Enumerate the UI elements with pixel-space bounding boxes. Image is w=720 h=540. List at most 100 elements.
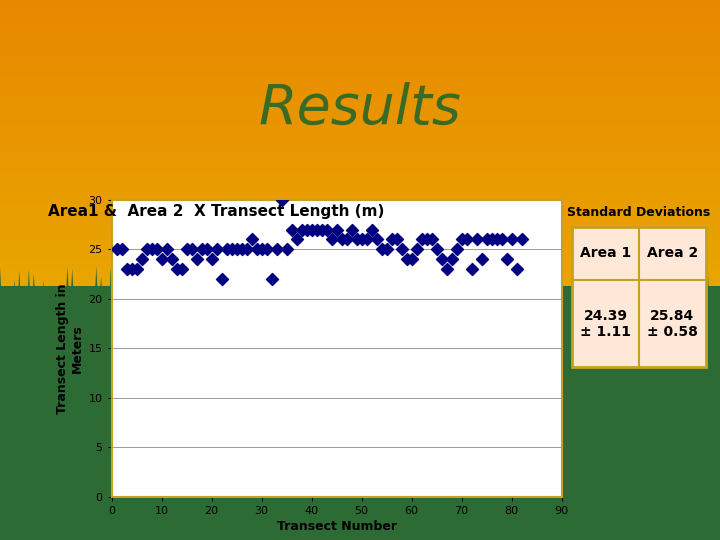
Point <box>386 235 397 244</box>
Point <box>491 235 503 244</box>
Bar <box>0 244 720 247</box>
Bar <box>0 298 720 301</box>
Text: Area 1: Area 1 <box>580 246 631 260</box>
Bar <box>0 116 720 119</box>
Bar <box>0 122 720 125</box>
Point <box>471 235 482 244</box>
Bar <box>0 269 720 273</box>
Point <box>451 245 462 254</box>
Point <box>466 265 477 273</box>
Point <box>420 235 432 244</box>
Bar <box>0 110 720 113</box>
Point <box>136 255 148 264</box>
Point <box>416 235 428 244</box>
Bar <box>0 25 720 28</box>
Point <box>211 245 222 254</box>
Bar <box>0 282 720 285</box>
Point <box>456 235 467 244</box>
Bar <box>0 47 720 50</box>
Bar <box>0 222 720 226</box>
Bar <box>0 310 720 313</box>
Bar <box>0 291 720 294</box>
Point <box>266 275 277 284</box>
Point <box>126 265 138 273</box>
Bar <box>0 275 720 279</box>
Bar <box>0 210 720 213</box>
Text: Area1 &  Area 2  X Transect Length (m): Area1 & Area 2 X Transect Length (m) <box>48 204 384 219</box>
Bar <box>0 94 720 97</box>
Bar <box>0 40 720 44</box>
Point <box>291 235 302 244</box>
Bar <box>0 247 720 251</box>
Point <box>181 245 192 254</box>
Bar <box>0 179 720 181</box>
Bar <box>0 35 720 38</box>
Bar <box>0 194 720 197</box>
Bar <box>0 28 720 31</box>
Point <box>496 235 508 244</box>
Bar <box>0 87 720 91</box>
Bar <box>0 285 720 288</box>
Point <box>176 265 187 273</box>
Bar <box>0 288 720 291</box>
Point <box>231 245 243 254</box>
Point <box>206 255 217 264</box>
Point <box>321 225 333 234</box>
Bar <box>0 125 720 129</box>
Bar <box>0 257 720 260</box>
Point <box>146 245 158 254</box>
Bar <box>0 56 720 59</box>
Bar <box>0 213 720 216</box>
Point <box>476 255 487 264</box>
Bar <box>0 279 720 282</box>
Point <box>201 245 212 254</box>
Bar <box>0 132 720 134</box>
Bar <box>0 176 720 179</box>
Bar <box>0 200 720 204</box>
Bar <box>0 85 720 87</box>
Bar <box>0 63 720 66</box>
Bar <box>0 82 720 85</box>
Bar <box>0 286 720 540</box>
Bar <box>0 191 720 194</box>
Bar <box>0 307 720 310</box>
X-axis label: Transect Number: Transect Number <box>276 520 397 533</box>
Point <box>111 245 122 254</box>
Text: 24.39
± 1.11: 24.39 ± 1.11 <box>580 308 631 339</box>
Point <box>376 245 387 254</box>
Bar <box>0 44 720 47</box>
Bar <box>0 241 720 244</box>
Bar <box>0 266 720 269</box>
Bar <box>0 238 720 241</box>
Point <box>341 235 352 244</box>
Point <box>381 245 392 254</box>
Bar <box>0 134 720 138</box>
Point <box>281 245 292 254</box>
Point <box>131 265 143 273</box>
Bar <box>0 166 720 169</box>
Bar <box>0 138 720 141</box>
Point <box>356 235 367 244</box>
Bar <box>0 304 720 307</box>
Point <box>446 255 457 264</box>
Point <box>331 225 343 234</box>
Point <box>411 245 423 254</box>
Bar <box>0 251 720 254</box>
Bar <box>0 144 720 147</box>
Point <box>431 245 442 254</box>
Point <box>161 245 172 254</box>
Bar <box>0 169 720 172</box>
Point <box>426 235 437 244</box>
Bar <box>0 113 720 116</box>
Bar <box>0 3 720 6</box>
Bar <box>0 226 720 228</box>
Bar <box>0 59 720 63</box>
Bar <box>0 75 720 78</box>
Point <box>461 235 472 244</box>
Bar <box>0 216 720 219</box>
Bar <box>0 91 720 94</box>
Bar <box>0 172 720 176</box>
Point <box>251 245 262 254</box>
Point <box>486 235 498 244</box>
Point <box>246 235 257 244</box>
